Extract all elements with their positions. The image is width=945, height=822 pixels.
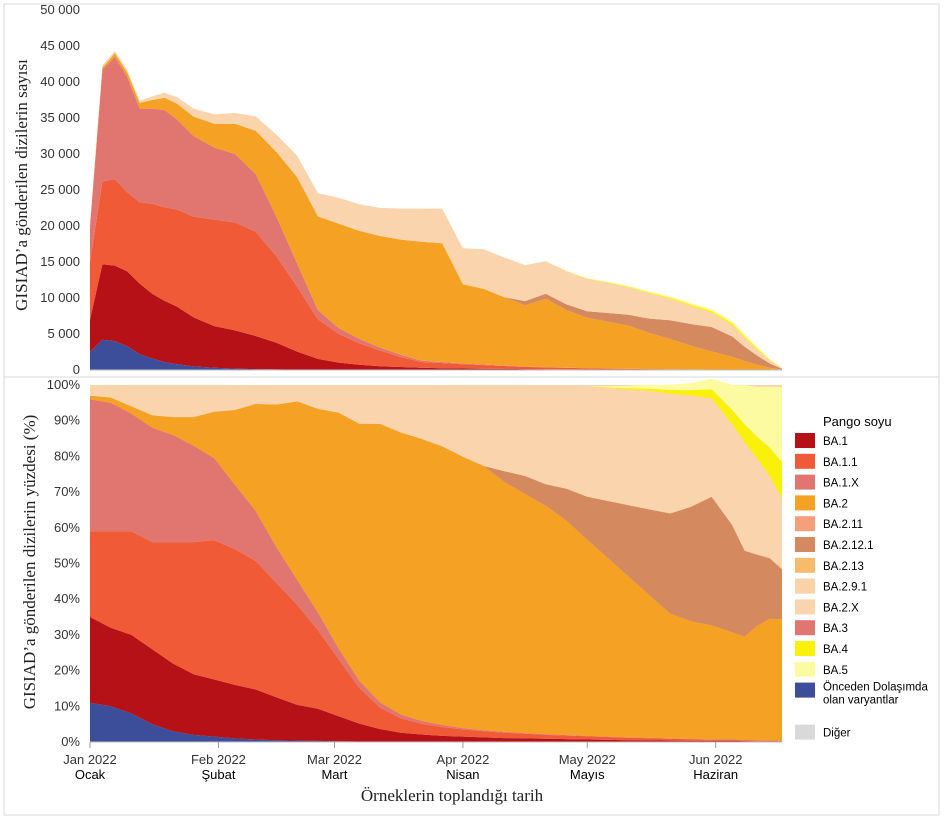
percent-y-tick-label: 70%: [54, 484, 80, 499]
legend-label: BA.1: [823, 436, 848, 448]
count-area-ba-1-x: [90, 56, 782, 371]
count-area-ba-2-x: [90, 51, 782, 369]
percent-area-ba-4: [90, 385, 782, 498]
count-series-layer: [90, 51, 782, 371]
percent-y-tick-label: 80%: [54, 448, 80, 463]
percent-y-tick-label: 10%: [54, 698, 80, 713]
percent-y-tick-label: 50%: [54, 556, 80, 571]
x-tick-label: Apr 2022: [437, 752, 490, 767]
x-tick-month-tr: Mart: [321, 767, 347, 782]
legend-label: BA.2.11: [823, 519, 863, 531]
legend-swatch-ba-2-11: [795, 516, 815, 532]
count-y-ticks: 0 5 000 10 000 15 000 20 000 25 000 30 000 35 0…: [40, 2, 80, 377]
legend-label: BA.3: [823, 623, 848, 635]
percent-area-ba-1: [90, 617, 782, 742]
percent-y-ticks: 0% 10% 20% 30% 40% 50% 60% 70% 80% 90% 100%: [47, 377, 81, 749]
legend-label: Diğer: [823, 728, 851, 740]
x-tick-label: May 2022: [559, 752, 616, 767]
x-tick-label: Jun 2022: [689, 752, 743, 767]
legend-swatch-ba-1-1: [795, 453, 815, 469]
legend-swatch-ba-1: [795, 433, 815, 448]
percent-y-tick-label: 30%: [54, 627, 80, 642]
count-y-axis-label: GISIAD’a gönderilen dizilerin sayısı: [12, 59, 31, 311]
count-y-tick-label: 35 000: [40, 110, 80, 125]
legend-swatch-ba-2-9-1: [795, 578, 815, 594]
count-y-tick-label: 40 000: [40, 74, 80, 89]
x-tick-label: Mar 2022: [307, 752, 362, 767]
legend: Pango soyu BA.1 BA.1.1 BA.1.X BA.2 BA.2.11 BA…: [795, 414, 928, 740]
percent-y-tick-label: 60%: [54, 520, 80, 535]
percent-y-axis-label: GISIAD’a gönderilen dizilerin yüzdesi (%…: [20, 415, 39, 710]
legend-label: BA.2: [823, 498, 848, 510]
legend-swatch-ba-4: [795, 641, 815, 656]
percent-area-ba-1-x: [90, 399, 782, 741]
legend-swatch-ba-2-13: [795, 557, 815, 573]
count-y-tick-label: 45 000: [40, 38, 80, 53]
percent-area-ba-1-1: [90, 531, 782, 742]
percent-y-tick-label: 40%: [54, 591, 80, 606]
x-tick-month-tr: Haziran: [693, 767, 738, 782]
percent-area-ba-2-x: [90, 385, 782, 570]
count-y-tick-label: 10 000: [40, 290, 80, 305]
count-y-tick-label: 25 000: [40, 182, 80, 197]
x-tick-month-tr: Ocak: [75, 767, 106, 782]
percent-area-ba-5: [90, 378, 782, 463]
legend-label: BA.1.X: [823, 478, 859, 490]
legend-label: BA.2.X: [823, 602, 859, 614]
count-y-tick-label: 0: [73, 362, 80, 377]
legend-swatch-nceden-dola-mda-olan-varyantlar: [795, 682, 815, 698]
legend-label: BA.5: [823, 665, 848, 677]
x-tick-label: Feb 2022: [191, 752, 246, 767]
legend-label: BA.1.1: [823, 457, 858, 469]
count-area-nceden-dola-mda-olan-varyantlar: [90, 339, 782, 370]
x-tick-month-tr: Mayıs: [570, 767, 605, 782]
count-area-ba-1-1: [90, 179, 782, 370]
legend-swatch-ba-2-x: [795, 599, 815, 615]
percent-y-tick-label: 20%: [54, 663, 80, 678]
count-y-tick-label: 5 000: [47, 326, 80, 341]
count-y-tick-label: 15 000: [40, 254, 80, 269]
count-area-ba-2: [90, 53, 782, 370]
legend-swatch-ba-5: [795, 661, 815, 677]
percent-y-tick-label: 90%: [54, 413, 80, 428]
legend-label: BA.4: [823, 644, 849, 656]
legend-label: Önceden Dolaşımda olan varyantlar: [823, 682, 928, 707]
x-tick-month-tr: Nisan: [446, 767, 479, 782]
x-axis-label: Örneklerin toplandığı tarih: [361, 786, 544, 805]
percent-area-chart: 0% 10% 20% 30% 40% 50% 60% 70% 80% 90% 100% Jan 20…: [20, 377, 782, 805]
percent-y-tick-label: 100%: [47, 377, 81, 392]
percent-series-layer: [90, 378, 782, 742]
x-tick-label: Jan 2022: [63, 752, 117, 767]
legend-label: BA.2.9.1: [823, 582, 867, 594]
count-y-tick-label: 30 000: [40, 146, 80, 161]
percent-area-nceden-dola-mda-olan-varyantlar: [90, 702, 782, 742]
count-y-tick-label: 20 000: [40, 218, 80, 233]
x-tick-month-tr: Şubat: [201, 767, 235, 782]
count-area-chart: 0 5 000 10 000 15 000 20 000 25 000 30 000 35 0…: [12, 2, 782, 377]
count-y-tick-label: 50 000: [40, 2, 80, 17]
legend-swatch-ba-2-12-1: [795, 537, 815, 552]
percent-area-ba-2-12-1: [90, 395, 782, 637]
percent-y-tick-label: 0%: [61, 734, 80, 749]
legend-title: Pango soyu: [823, 414, 892, 429]
legend-label: BA.2.12.1: [823, 540, 874, 552]
legend-swatch-di-er: [795, 724, 815, 740]
legend-swatch-ba-1-x: [795, 474, 815, 490]
legend-label: BA.2.13: [823, 561, 864, 573]
count-area-ba-2-12-1: [90, 53, 782, 370]
legend-swatch-ba-3: [795, 620, 815, 636]
legend-swatch-ba-2: [795, 495, 815, 511]
count-area-ba-1: [90, 264, 782, 370]
percent-area-ba-2: [90, 395, 782, 741]
